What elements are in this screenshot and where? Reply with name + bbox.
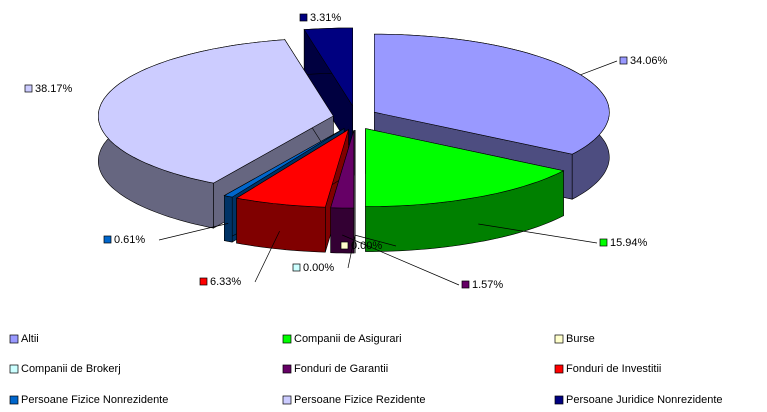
legend-swatch <box>9 364 19 374</box>
legend-label: Persoane Fizice Rezidente <box>294 394 425 406</box>
data-label: 1.57% <box>472 279 503 291</box>
slice <box>365 128 565 252</box>
data-label: 3.31% <box>310 12 341 24</box>
slice-top <box>330 130 355 209</box>
legend-label: Companii de Asigurari <box>294 333 402 345</box>
legend-swatch <box>282 395 292 405</box>
label-swatch <box>24 84 33 93</box>
legend-swatch <box>9 334 19 344</box>
legend-label: Fonduri de Garantii <box>294 363 388 375</box>
label-swatch <box>340 241 349 250</box>
legend-label: Companii de Brokerj <box>21 363 121 375</box>
slice-side <box>224 195 233 243</box>
leader-line <box>580 60 618 76</box>
label-swatch <box>461 280 470 289</box>
legend-swatch <box>554 334 564 344</box>
slice-top <box>303 27 353 108</box>
slice-top <box>98 39 334 184</box>
legend-swatch <box>9 395 19 405</box>
label-swatch <box>599 238 608 247</box>
label-swatch <box>103 235 112 244</box>
legend-label: Persoane Fizice Nonrezidente <box>21 394 168 406</box>
legend-swatch <box>554 364 564 374</box>
legend-label: Fonduri de Investitii <box>566 363 661 375</box>
leader-line <box>158 223 229 241</box>
leader-line <box>347 235 356 269</box>
slice <box>330 130 355 254</box>
slice <box>303 27 353 153</box>
slice-top <box>365 128 565 207</box>
label-swatch <box>199 277 208 286</box>
leader-line <box>342 234 460 286</box>
leader-line <box>354 234 397 247</box>
legend-swatch <box>282 334 292 344</box>
label-swatch <box>292 263 301 272</box>
legend-swatch <box>554 395 564 405</box>
legend-swatch <box>282 364 292 374</box>
leader-line <box>478 223 598 244</box>
label-swatch <box>619 56 628 65</box>
data-label: 0.61% <box>114 234 145 246</box>
leader-line <box>254 230 280 283</box>
legend-label: Persoane Juridice Nonrezidente <box>566 394 723 406</box>
data-label: 15.94% <box>610 237 648 249</box>
slice-top <box>235 128 350 208</box>
legend-label: Altii <box>21 333 39 345</box>
label-swatch <box>299 13 308 22</box>
data-label: 6.33% <box>210 276 241 288</box>
slice-top <box>223 128 345 198</box>
legend-label: Burse <box>566 333 595 345</box>
data-label: 34.06% <box>630 55 668 67</box>
data-label: 38.17% <box>35 83 73 95</box>
data-label: 0.00% <box>303 262 334 274</box>
